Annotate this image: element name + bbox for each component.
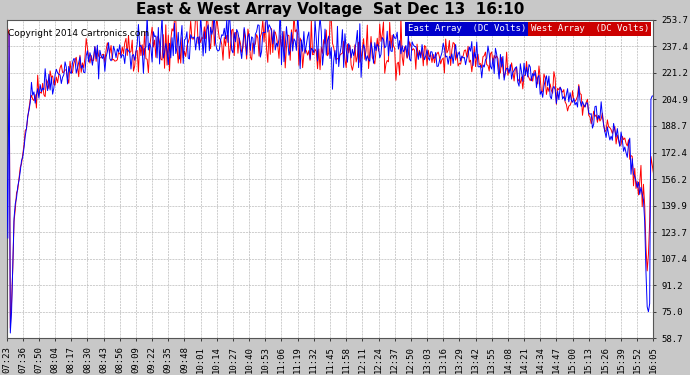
Text: East Array  (DC Volts): East Array (DC Volts) (408, 24, 526, 33)
Title: East & West Array Voltage  Sat Dec 13  16:10: East & West Array Voltage Sat Dec 13 16:… (136, 2, 524, 17)
Text: Copyright 2014 Cartronics.com: Copyright 2014 Cartronics.com (8, 29, 149, 38)
Text: West Array  (DC Volts): West Array (DC Volts) (531, 24, 649, 33)
